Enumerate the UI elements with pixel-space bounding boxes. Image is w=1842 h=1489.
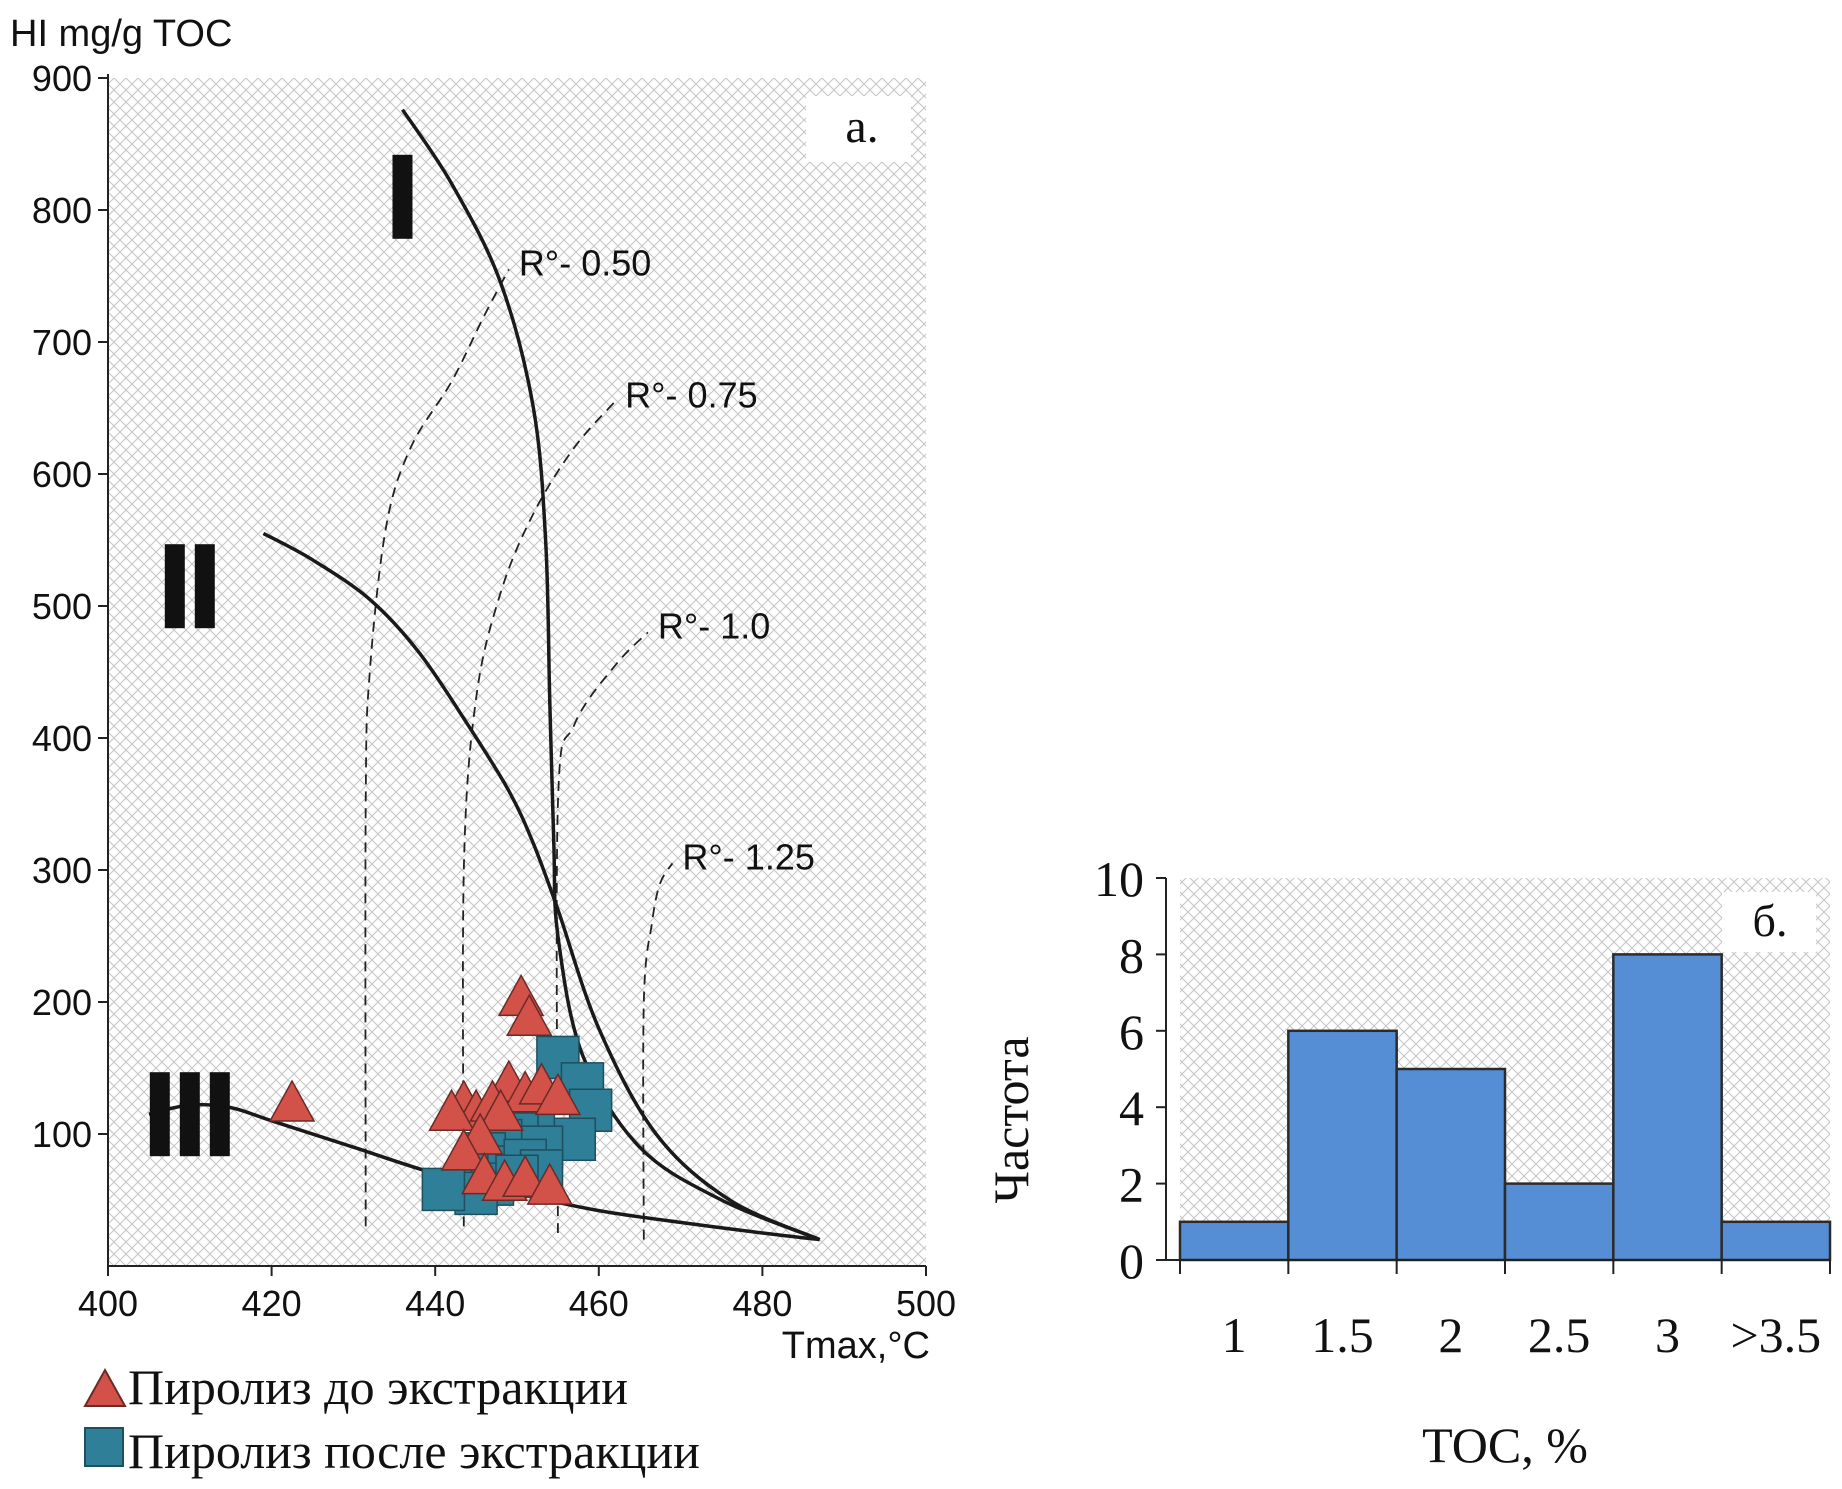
y-tick-label-b: 0	[1119, 1233, 1144, 1289]
legend-label-after-extraction: Пиролиз после экстракции	[128, 1423, 700, 1479]
bar-2	[1395, 1067, 1507, 1262]
ro-label-1: R°- 0.75	[625, 374, 757, 415]
x-tick-label-a: 480	[732, 1283, 792, 1324]
y-tick-label-a: 500	[32, 586, 92, 627]
legend-label-before-extraction: Пиролиз до экстракции	[128, 1359, 628, 1415]
kerogen-type-label-III	[149, 1072, 230, 1157]
panel-b-label-box	[1722, 892, 1816, 952]
kerogen-bar	[149, 1072, 170, 1157]
y-tick-label-b: 6	[1119, 1004, 1144, 1060]
legend-square-marker	[84, 1427, 124, 1467]
ro-label-2: R°- 1.0	[658, 605, 770, 646]
kerogen-curve-I	[401, 108, 821, 1242]
kerogen-type-label-II	[164, 544, 215, 629]
point-before-extraction	[477, 1088, 524, 1131]
kerogen-bar	[179, 1072, 200, 1157]
ticks-b: 0 2 4 6 8 10 1 1.5 2 2.5 3 >3.5	[1094, 851, 1831, 1363]
kerogen-curve-II	[262, 531, 821, 1242]
x-tick-label-b: 2.5	[1528, 1307, 1591, 1363]
bar-1.5	[1287, 1029, 1398, 1262]
bar-2.5	[1503, 1182, 1615, 1262]
kerogen-bar	[209, 1072, 230, 1157]
x-tick-label-a: 420	[242, 1283, 302, 1324]
y-tick-label-a: 900	[32, 58, 92, 99]
y-tick-label-a: 400	[32, 718, 92, 759]
x-axis-title-a: Tmax,°C	[782, 1325, 930, 1367]
y-tick-label-b: 2	[1119, 1157, 1144, 1213]
panel-b: б. 0 2 4 6 8 10 1 1.5 2 2.5 3 >3.5 Частота TOC, %	[983, 851, 1832, 1473]
ro-line-0	[364, 268, 510, 1227]
panel-b-label: б.	[1753, 895, 1788, 946]
panel-a: а. HI mg/g TOC Tmax,°C 100 200 300 400 500 60…	[10, 13, 956, 1367]
y-axis-title-b: Частота	[983, 1036, 1039, 1203]
panel-a-label-box	[806, 96, 911, 162]
y-tick-label-a: 100	[32, 1114, 92, 1155]
x-tick-label-b: 3	[1655, 1307, 1680, 1363]
y-tick-label-a: 600	[32, 454, 92, 495]
x-tick-label-a: 500	[896, 1283, 956, 1324]
y-tick-label-a: 300	[32, 850, 92, 891]
point-before-extraction	[428, 1088, 475, 1131]
ticks-a: 100 200 300 400 500 600 700 800 900 400 420 440 460 4…	[32, 58, 956, 1324]
panel-a-label: а.	[845, 100, 878, 153]
bar-1	[1178, 1220, 1290, 1262]
kerogen-type-labels	[149, 154, 413, 1157]
ro-label-0: R°- 0.50	[519, 242, 651, 283]
legend-triangle-marker	[83, 1367, 127, 1407]
y-tick-label-b: 8	[1119, 927, 1144, 983]
kerogen-bar	[392, 154, 413, 239]
plot-a-area	[108, 78, 926, 1266]
point-before-extraction	[534, 1072, 582, 1116]
point-before-extraction	[526, 1162, 573, 1205]
kerogen-bar	[164, 544, 185, 629]
axes-a	[107, 74, 926, 1267]
axes-b	[1165, 878, 1830, 1261]
legend-a: Пиролиз до экстракции Пиролиз после экст…	[83, 1359, 700, 1479]
kerogen-type-label-I	[392, 154, 413, 239]
ro-line-2	[555, 631, 649, 1234]
point-before-extraction	[501, 1154, 549, 1197]
point-before-extraction	[506, 993, 553, 1036]
bar->3.5	[1720, 1220, 1832, 1262]
x-tick-label-a: 440	[405, 1283, 465, 1324]
histogram-bars	[1178, 953, 1832, 1262]
x-tick-label-a: 460	[569, 1283, 629, 1324]
bar-3	[1612, 953, 1723, 1262]
x-tick-label-b: >3.5	[1730, 1307, 1821, 1363]
y-tick-label-a: 800	[32, 190, 92, 231]
data-points-a	[268, 973, 613, 1216]
y-tick-label-b: 10	[1094, 851, 1144, 907]
x-tick-label-b: 2	[1438, 1307, 1463, 1363]
point-before-extraction	[268, 1079, 316, 1122]
x-axis-title-b: TOC, %	[1422, 1417, 1588, 1473]
x-tick-label-a: 400	[78, 1283, 138, 1324]
point-after-extraction	[421, 1167, 466, 1212]
x-tick-label-b: 1	[1222, 1307, 1247, 1363]
ro-line-1	[462, 400, 616, 1227]
y-axis-title-a: HI mg/g TOC	[10, 13, 232, 55]
y-tick-label-b: 4	[1119, 1080, 1144, 1136]
ro-label-3: R°- 1.25	[682, 836, 814, 877]
kerogen-bar	[194, 544, 215, 629]
point-before-extraction	[440, 1128, 488, 1171]
ro-line-3	[642, 862, 674, 1240]
y-tick-label-a: 200	[32, 982, 92, 1023]
vitrinite-reflectance-lines: R°- 0.50 R°- 0.75 R°- 1.0 R°- 1.25	[364, 242, 815, 1240]
x-tick-label-b: 1.5	[1311, 1307, 1374, 1363]
y-tick-label-a: 700	[32, 322, 92, 363]
